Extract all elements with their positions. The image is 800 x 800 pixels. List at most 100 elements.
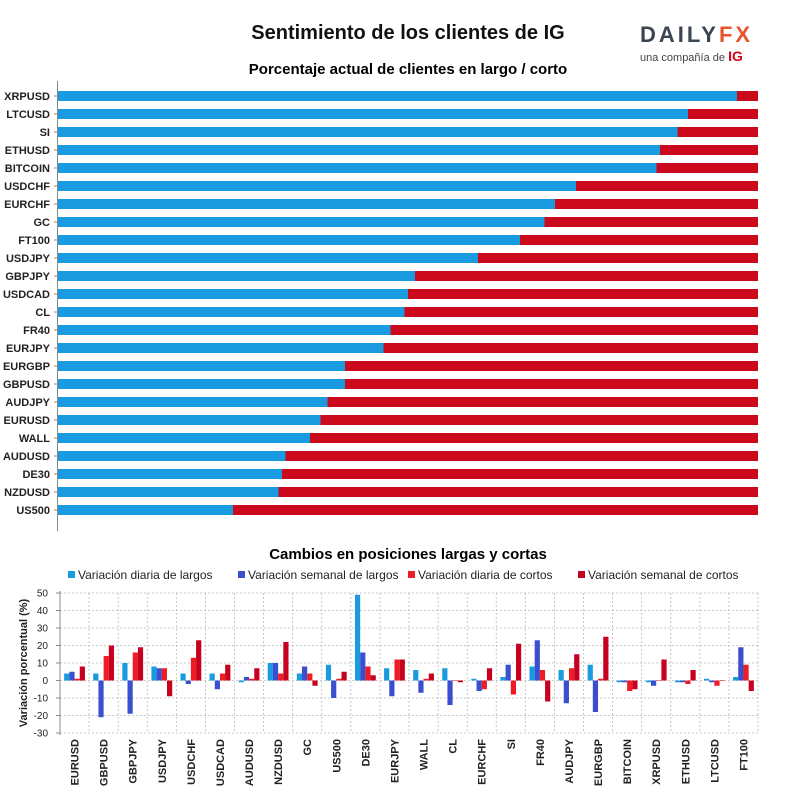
chart1-category-label: USDJPY [6,253,51,265]
change-bar [267,663,273,681]
change-bar [632,680,638,690]
short-bar [278,487,758,497]
change-bar [481,680,487,690]
change-bar [365,666,371,681]
chart2-category-label: AUDUSD [244,739,256,786]
change-bar [151,666,157,681]
change-bar [587,664,593,681]
chart1-category-label: AUDJPY [5,397,50,409]
chart1-category-label: GC [34,217,51,229]
change-bar [196,640,202,681]
legend-swatch [68,571,75,578]
change-bar [312,680,318,686]
change-bar [249,678,255,681]
change-bar [603,636,609,681]
chart1-category-label: USDCHF [4,181,50,193]
change-bar [423,678,429,681]
change-bar [486,668,493,681]
change-bar [180,673,186,681]
chart1-category-label: SI [40,127,50,139]
long-bar [58,253,478,263]
chart1-category-label: EURGBP [3,361,50,373]
change-bar [166,680,173,697]
change-bar [709,680,715,683]
change-bar [93,673,99,681]
short-bar [555,199,758,209]
change-bar [384,668,390,681]
chart2-category-label: EURJPY [389,738,401,783]
chart2-category-label: NZDUSD [273,739,285,785]
short-bar [345,379,758,389]
change-bar [243,677,250,681]
change-bar [127,680,133,714]
chart2-category-label: WALL [419,739,431,770]
short-bar [320,415,758,425]
long-bar [58,307,405,317]
change-bar [598,678,604,681]
chart2-category-label: USDCHF [186,739,198,785]
chart1-category-label: AUDUSD [3,451,50,463]
chart1-category-label: WALL [19,433,50,445]
change-bar [714,680,720,686]
change-bar [418,680,424,693]
chart2-category-label: ETHUSD [680,739,692,784]
chart2-category-label: CL [448,739,460,754]
change-bar [621,680,628,683]
chart2-category-label: USDCAD [215,739,227,786]
chart2-category-label: EURUSD [70,739,82,786]
chart2-title: Cambios en posiciones largas y cortas [269,546,547,563]
change-bar [394,659,400,681]
change-bar [108,645,115,681]
chart1-category-label: FR40 [23,325,50,337]
change-bar [690,670,696,681]
change-bar [413,670,419,681]
change-bar [64,673,70,681]
change-bar [341,671,347,681]
chart1-category-label: NZDUSD [4,487,50,499]
change-bar [254,668,260,681]
chart1-category-label: LTCUSD [6,109,50,121]
change-bar [616,680,622,683]
change-bar [354,594,361,681]
change-bar [370,675,376,681]
long-bar [58,451,286,461]
short-bar [415,271,758,281]
chart2-y-tick-label: 20 [37,641,49,652]
logo-tagline: una compañía de [640,52,726,64]
chart2-y-axis-label: Variación porcentual (%) [18,598,30,727]
change-bar [651,680,657,686]
change-bar [278,673,284,681]
short-bar [390,325,758,335]
short-bar [520,235,758,245]
legend-swatch [578,571,585,578]
short-bar [576,181,758,191]
long-bar [58,217,545,227]
long-bar [58,109,688,119]
short-bar [327,397,758,407]
change-bar [161,668,167,681]
short-bar [233,505,758,515]
change-bar [214,680,220,690]
change-bar [539,670,546,681]
short-bar [345,361,758,371]
long-bar [58,343,384,353]
chart1-category-label: EURCHF [4,199,50,211]
long-bar [58,415,321,425]
chart2-category-label: GBPJPY [128,738,140,783]
short-bar [656,163,758,173]
chart1-category-label: XRPUSD [4,91,50,103]
change-bar [219,673,226,681]
long-bar [58,145,660,155]
chart1-category-label: USDCAD [3,289,50,301]
chart2-category-label: XRPUSD [651,739,663,785]
chart2-category-label: EURCHF [477,739,489,785]
change-bar [122,663,128,681]
change-bar [558,670,564,681]
change-bar [656,680,662,681]
chart2-category-label: BITCOIN [622,739,634,784]
long-bar [58,271,415,281]
short-bar [478,253,758,263]
change-bar [69,671,75,681]
legend-label: Variación diaria de cortos [418,568,553,582]
